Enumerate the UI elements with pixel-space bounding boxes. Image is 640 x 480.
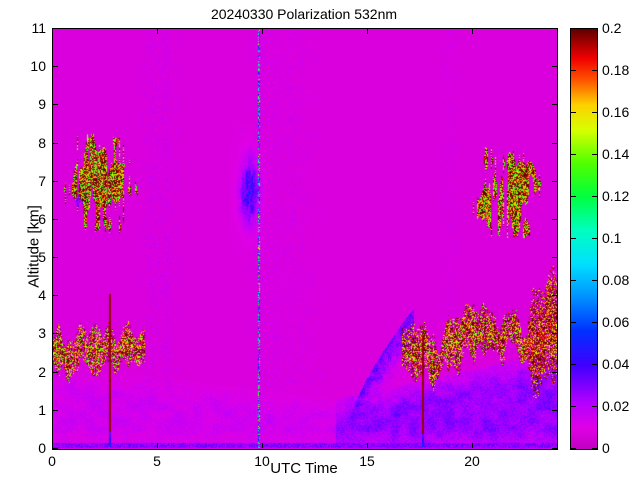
colorbar-tick-label: 0.16 xyxy=(602,104,630,120)
colorbar-tick xyxy=(571,448,576,449)
colorbar-gradient xyxy=(571,29,597,449)
y-axis-tick-label: 1 xyxy=(38,401,46,418)
y-axis-tick-label: 9 xyxy=(38,96,46,113)
colorbar-tick-label: 0.08 xyxy=(602,272,630,288)
y-axis-tick-label: 7 xyxy=(38,172,46,189)
colorbar-tick-right xyxy=(592,70,597,71)
y-axis-tick-label: 3 xyxy=(38,325,46,342)
y-axis-tick-right xyxy=(552,333,557,335)
colorbar-tick xyxy=(571,154,576,155)
x-axis-tick-label: 15 xyxy=(359,453,375,469)
x-axis-tick-label: 0 xyxy=(48,453,56,469)
y-axis-tick-right xyxy=(552,409,557,411)
colorbar-tick-label: 0.1 xyxy=(602,230,622,246)
colorbar-tick-label: 0.18 xyxy=(602,62,630,78)
figure-title: 20240330 Polarization 532nm xyxy=(210,6,398,22)
y-axis-tick xyxy=(53,180,58,182)
y-axis-tick xyxy=(53,295,58,297)
y-axis-tick-right xyxy=(552,257,557,259)
x-axis-label: UTC Time xyxy=(270,460,338,477)
x-axis-tick-top xyxy=(262,29,263,34)
colorbar-tick xyxy=(571,406,576,407)
colorbar-tick-right xyxy=(592,406,597,407)
x-axis-tick xyxy=(52,443,53,448)
colorbar-tick xyxy=(571,322,576,323)
colorbar-tick xyxy=(571,28,576,29)
x-axis-tick-label: 20 xyxy=(464,453,480,469)
colorbar-tick xyxy=(571,280,576,281)
y-axis-tick xyxy=(53,333,58,335)
y-axis-tick xyxy=(53,104,58,106)
x-axis-tick xyxy=(262,443,263,448)
heatmap-plot-area[interactable] xyxy=(52,28,558,450)
colorbar-tick-right xyxy=(592,322,597,323)
x-axis-tick-top xyxy=(472,29,473,34)
colorbar[interactable] xyxy=(570,28,598,450)
colorbar-tick xyxy=(571,112,576,113)
y-axis-tick xyxy=(53,257,58,259)
colorbar-tick-label: 0.12 xyxy=(602,188,630,204)
colorbar-tick-label: 0.2 xyxy=(602,20,622,36)
x-axis-tick-top xyxy=(367,29,368,34)
colorbar-tick-label: 0.04 xyxy=(602,356,630,372)
colorbar-tick-label: 0 xyxy=(602,440,610,456)
y-axis-tick-label: 10 xyxy=(30,58,46,75)
colorbar-tick-right xyxy=(592,196,597,197)
y-axis-label: Altitude [km] xyxy=(25,205,43,288)
y-axis-tick xyxy=(53,409,58,411)
y-axis-tick-label: 11 xyxy=(31,20,46,36)
colorbar-tick-right xyxy=(592,154,597,155)
x-axis-tick-top xyxy=(157,29,158,34)
x-axis-tick xyxy=(157,443,158,448)
x-axis-tick-label: 5 xyxy=(153,453,161,469)
y-axis-tick-right xyxy=(552,28,557,29)
y-axis-tick-right xyxy=(552,104,557,106)
x-axis-tick xyxy=(472,443,473,448)
y-axis-tick xyxy=(53,371,58,373)
y-axis-tick-label: 5 xyxy=(38,249,46,266)
y-axis-tick-label: 2 xyxy=(38,363,46,380)
colorbar-tick-label: 0.02 xyxy=(602,398,630,414)
y-axis-tick-right xyxy=(552,142,557,144)
colorbar-tick-right xyxy=(592,112,597,113)
y-axis-tick-label: 6 xyxy=(38,210,46,227)
colorbar-tick-label: 0.14 xyxy=(602,146,630,162)
y-axis-tick xyxy=(53,28,58,29)
colorbar-tick xyxy=(571,238,576,239)
colorbar-tick-label: 0.06 xyxy=(602,314,630,330)
colorbar-tick xyxy=(571,364,576,365)
colorbar-tick-right xyxy=(592,280,597,281)
y-axis-tick xyxy=(53,66,58,68)
colorbar-tick-right xyxy=(592,28,597,29)
y-axis-tick-right xyxy=(552,218,557,220)
y-axis-tick-right xyxy=(552,448,557,449)
y-axis-tick-label: 0 xyxy=(38,440,46,456)
heatmap-image xyxy=(53,29,557,449)
colorbar-tick-right xyxy=(592,448,597,449)
x-axis-tick-top xyxy=(52,29,53,34)
y-axis-tick-right xyxy=(552,180,557,182)
y-axis-tick-right xyxy=(552,66,557,68)
y-axis-tick-right xyxy=(552,295,557,297)
y-axis-tick xyxy=(53,448,58,449)
y-axis-tick-label: 8 xyxy=(38,134,46,151)
y-axis-tick-right xyxy=(552,371,557,373)
y-axis-tick xyxy=(53,218,58,220)
colorbar-tick-right xyxy=(592,364,597,365)
y-axis-tick-label: 4 xyxy=(38,287,46,304)
colorbar-tick xyxy=(571,70,576,71)
y-axis-tick xyxy=(53,142,58,144)
x-axis-tick-label: 10 xyxy=(254,453,270,469)
colorbar-tick xyxy=(571,196,576,197)
colorbar-tick-right xyxy=(592,238,597,239)
x-axis-tick xyxy=(367,443,368,448)
